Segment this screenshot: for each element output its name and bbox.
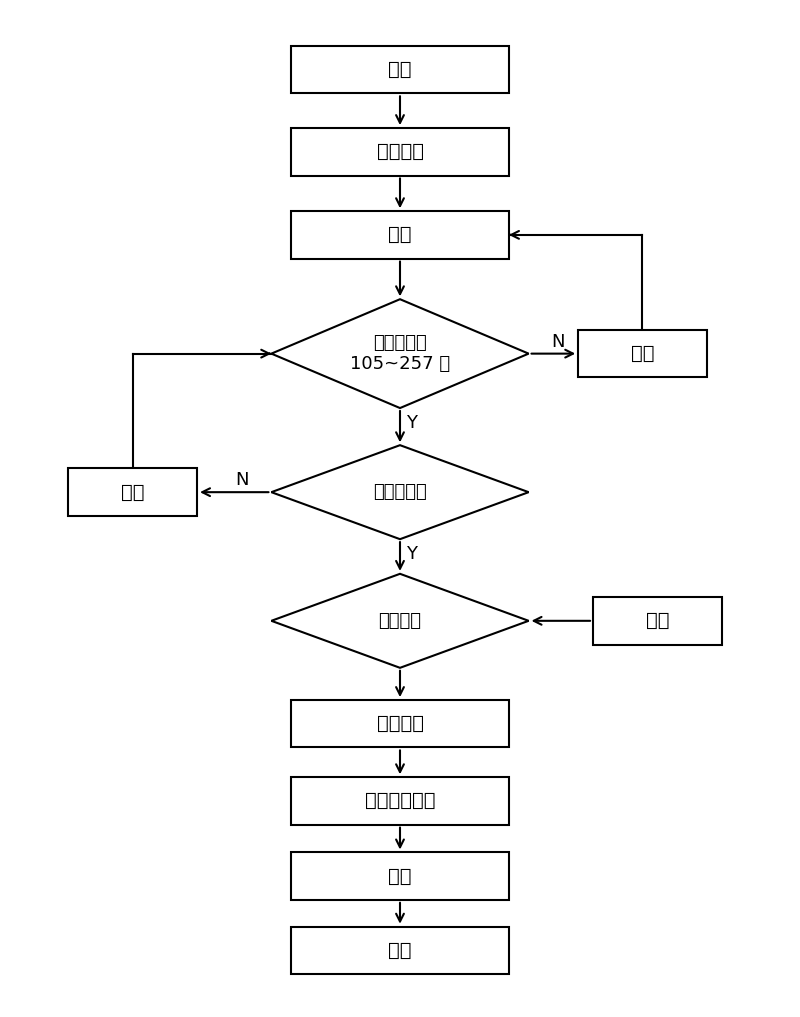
Bar [291,852,509,900]
Text: 微粒目分析
105~257 目: 微粒目分析 105~257 目 [350,335,450,373]
Text: 冷却: 冷却 [388,866,412,886]
Text: 微波烧结: 微波烧结 [377,714,423,733]
Bar [291,777,509,825]
Bar [291,128,509,176]
Text: 球磨: 球磨 [388,226,412,244]
Bar [291,46,509,94]
Text: 体分比分析: 体分比分析 [373,483,427,501]
Text: 混合材料: 混合材料 [377,142,423,162]
Text: Y: Y [406,545,418,563]
Text: N: N [235,471,249,489]
Text: 研磨: 研磨 [121,483,145,501]
Text: 高温保温保压: 高温保温保压 [365,791,435,811]
Text: Y: Y [406,414,418,432]
Bar [69,469,197,516]
Bar [291,700,509,747]
Text: 样品: 样品 [388,941,412,960]
Bar [291,926,509,974]
Text: 氬气保护: 氬气保护 [378,612,422,630]
Polygon shape [271,445,529,539]
Text: 配方: 配方 [388,60,412,79]
Bar [593,597,722,645]
Text: N: N [551,333,565,351]
Bar [291,212,509,258]
Bar [578,330,706,377]
Text: 精磨: 精磨 [630,344,654,363]
Text: 加压: 加压 [646,611,669,631]
Polygon shape [271,574,529,668]
Polygon shape [271,299,529,408]
